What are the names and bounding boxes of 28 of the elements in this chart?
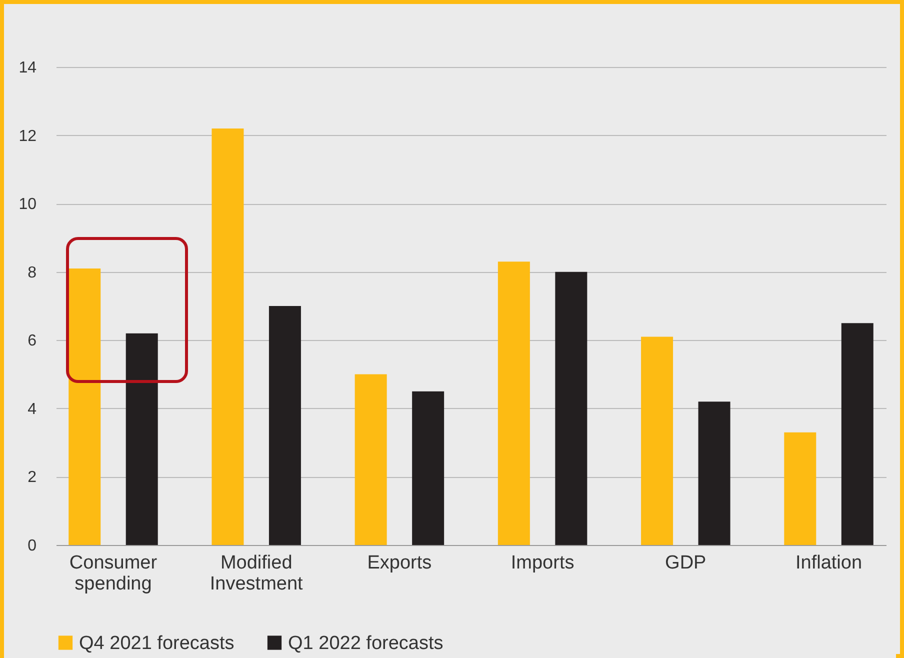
y-tick-label: 2 [28, 469, 37, 486]
bar [841, 323, 874, 545]
y-tick-label: 8 [28, 264, 37, 282]
bar [412, 391, 444, 545]
y-tick-label: 14 [18, 60, 37, 76]
y-tick-label: 4 [28, 400, 37, 418]
bar [68, 268, 101, 545]
bar [354, 374, 387, 545]
bar [641, 336, 674, 545]
bar [268, 306, 301, 545]
x-tick-label: Modified Investment [210, 552, 304, 594]
bar [555, 272, 588, 545]
x-tick-label: Inflation [795, 552, 862, 574]
bar [698, 402, 730, 545]
bar [212, 128, 244, 545]
legend-label: Q4 2021 forecasts [79, 632, 234, 654]
legend-label: Q1 2022 forecasts [288, 632, 444, 654]
y-tick-label: 0 [28, 538, 37, 554]
bar [784, 432, 816, 545]
y-tick-label: 12 [18, 128, 37, 145]
y-tick-label: 6 [28, 332, 37, 350]
x-tick-label: Consumer spending [69, 552, 158, 594]
y-tick-label: 10 [18, 196, 37, 214]
bar [126, 333, 158, 545]
x-tick-label: Imports [510, 552, 574, 574]
x-tick-label: Exports [367, 552, 432, 574]
x-tick-label: GDP [665, 552, 706, 574]
bar [498, 262, 530, 545]
